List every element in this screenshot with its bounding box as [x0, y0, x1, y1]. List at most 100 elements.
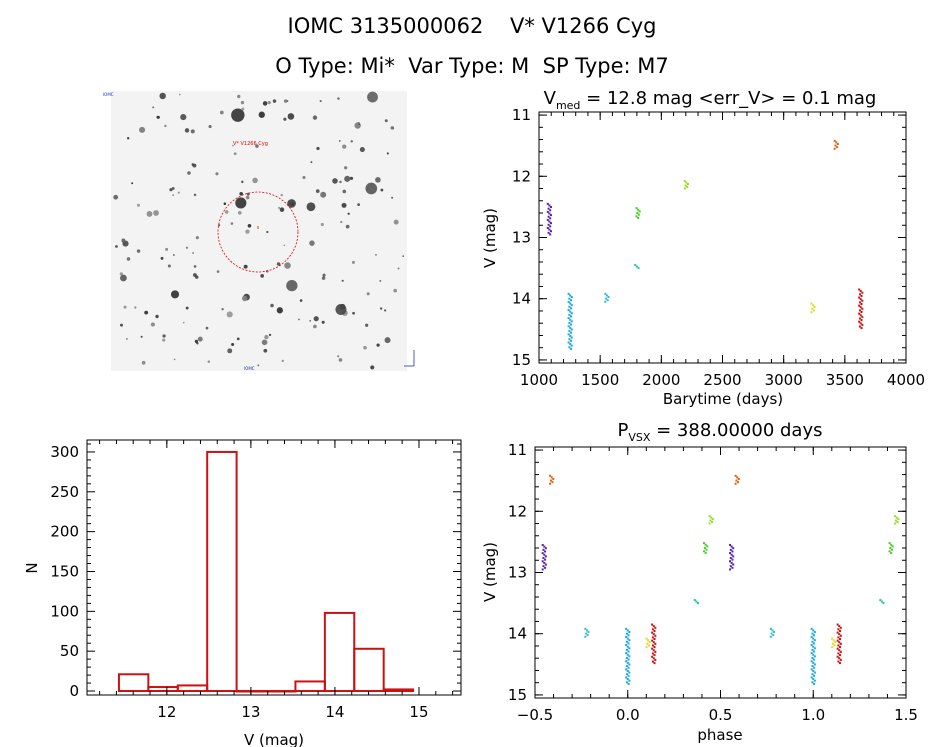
data-point — [703, 542, 706, 545]
data-point — [837, 636, 840, 639]
star — [309, 320, 312, 322]
data-point — [861, 323, 864, 326]
data-point — [542, 565, 545, 568]
y-tick-label: 100 — [50, 602, 79, 620]
y-tick-label: 11 — [512, 106, 531, 124]
star — [146, 210, 153, 217]
data-point — [729, 557, 732, 560]
star — [276, 307, 283, 314]
star — [121, 238, 126, 243]
star — [337, 97, 340, 100]
phased-frame — [534, 446, 907, 699]
star — [193, 193, 197, 197]
data-point — [834, 641, 837, 644]
data-point — [896, 521, 899, 524]
star — [380, 307, 383, 310]
lightcurve-xlabel: Barytime (days) — [663, 390, 783, 408]
star — [255, 144, 259, 148]
data-point — [570, 304, 573, 307]
star — [184, 128, 190, 133]
data-point — [651, 636, 654, 639]
star — [187, 171, 191, 175]
star — [113, 194, 119, 200]
star — [182, 321, 185, 324]
data-point — [860, 311, 863, 314]
data-point — [859, 314, 862, 317]
star — [284, 262, 291, 269]
data-point — [625, 660, 628, 663]
data-point — [813, 639, 816, 642]
star — [316, 146, 320, 151]
star — [231, 342, 235, 347]
star — [339, 180, 342, 184]
data-point — [836, 146, 839, 149]
x-tick-label: 0.0 — [616, 706, 640, 724]
star — [119, 323, 124, 327]
star — [340, 220, 343, 224]
data-point — [838, 641, 841, 644]
star — [363, 345, 367, 350]
star — [226, 311, 233, 318]
star — [177, 191, 180, 194]
histogram-xlabel: V (mag) — [244, 731, 304, 747]
star — [185, 306, 189, 310]
data-point — [544, 547, 547, 550]
x-tick-label: −0.5 — [517, 706, 553, 724]
data-point — [651, 631, 654, 634]
data-point — [549, 230, 552, 233]
data-point — [567, 341, 570, 344]
data-point — [570, 320, 573, 323]
data-point — [891, 545, 894, 548]
data-point — [729, 568, 732, 571]
data-point — [606, 299, 609, 302]
data-point — [567, 300, 570, 303]
y-tick-label: 150 — [50, 562, 79, 580]
x-tick-label: 3500 — [826, 371, 864, 389]
data-point — [652, 641, 655, 644]
star — [131, 182, 134, 185]
data-point — [625, 644, 628, 647]
data-point — [839, 637, 842, 640]
data-point — [653, 654, 656, 657]
data-point — [627, 634, 630, 637]
data-point — [551, 481, 554, 484]
star — [344, 166, 348, 170]
data-point — [732, 563, 735, 566]
data-point — [736, 481, 739, 484]
data-point — [549, 479, 552, 482]
data-point — [549, 474, 552, 477]
data-point — [810, 676, 813, 679]
data-point — [769, 627, 772, 630]
data-point — [605, 294, 608, 297]
star — [341, 279, 344, 282]
data-point — [651, 655, 654, 658]
data-point — [704, 543, 707, 546]
data-point — [570, 312, 573, 315]
data-point — [861, 315, 864, 318]
data-point — [731, 550, 734, 553]
histogram-bar — [117, 673, 150, 693]
y-tick-label: 11 — [508, 441, 527, 459]
data-point — [541, 568, 544, 571]
data-point — [810, 627, 813, 630]
data-point — [625, 640, 628, 643]
data-point — [709, 519, 712, 522]
data-point — [654, 658, 657, 661]
data-point — [627, 650, 630, 653]
star — [258, 111, 265, 118]
data-point — [839, 650, 842, 653]
x-tick-label: 12 — [157, 703, 176, 721]
data-point — [684, 184, 687, 187]
data-point — [736, 476, 739, 479]
star — [153, 210, 159, 216]
data-point — [653, 646, 656, 649]
star — [313, 316, 319, 322]
data-point — [734, 474, 737, 477]
data-point — [858, 304, 861, 307]
data-point — [550, 476, 553, 479]
data-point — [645, 646, 648, 649]
data-point — [569, 334, 572, 337]
data-point — [838, 625, 841, 628]
data-point — [625, 681, 628, 684]
